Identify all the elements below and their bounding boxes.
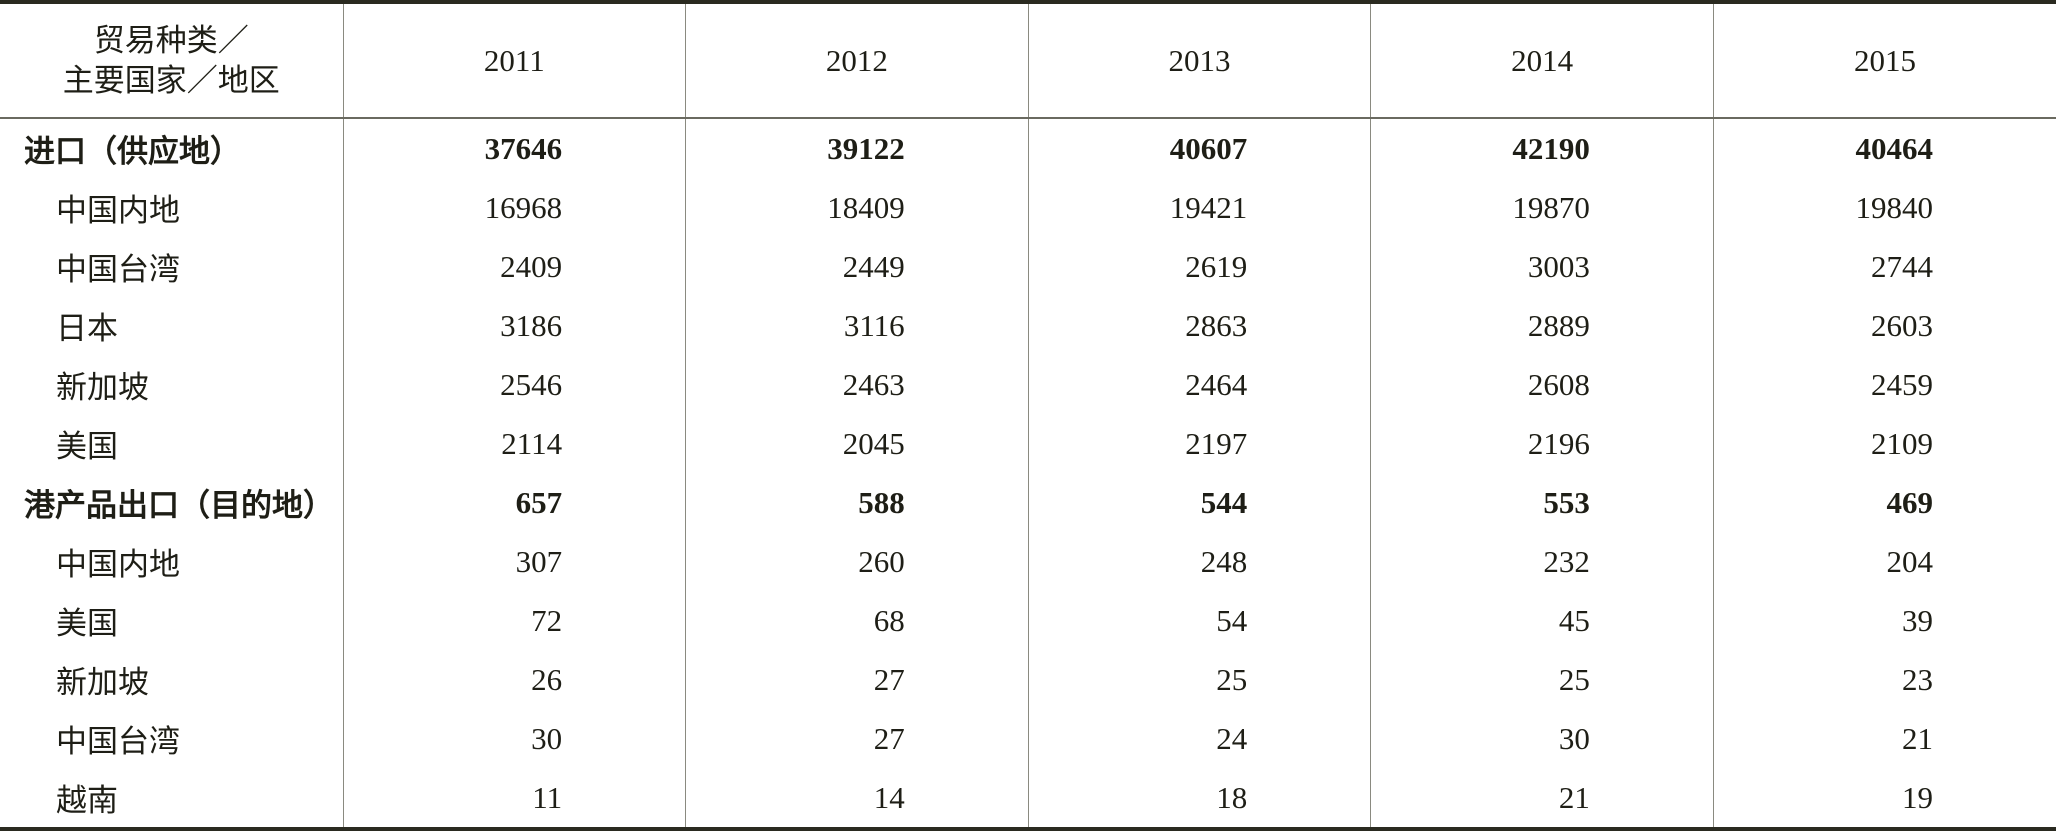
header-row: 贸易种类／ 主要国家／地区 2011 2012 2013 2014 2015: [0, 2, 2056, 119]
row-label: 中国内地: [56, 193, 180, 228]
value-cell: 544: [1027, 473, 1371, 532]
value-cell: 2603: [1712, 296, 2056, 355]
value-cell: 45: [1370, 591, 1714, 650]
value-cell: 2744: [1712, 237, 2056, 296]
table-header: 贸易种类／ 主要国家／地区 2011 2012 2013 2014 2015: [0, 2, 2056, 119]
year-header: 2011: [342, 2, 686, 119]
value-cell: 232: [1370, 532, 1714, 591]
value-cell: 2409: [342, 237, 686, 296]
value-cell: 25: [1027, 650, 1371, 709]
row-label: 进口（供应地）: [24, 134, 241, 169]
value-cell: 72: [342, 591, 686, 650]
value-cell: 204: [1712, 532, 2056, 591]
value-cell: 40464: [1712, 118, 2056, 178]
value-cell: 19: [1712, 768, 2056, 829]
item-row: 中国内地 16968 18409 19421 19870 19840: [0, 178, 2056, 237]
value-cell: 14: [685, 768, 1029, 829]
value-cell: 26: [342, 650, 686, 709]
row-label: 中国台湾: [56, 252, 180, 287]
value-cell: 24: [1027, 709, 1371, 768]
value-cell: 3186: [342, 296, 686, 355]
value-cell: 54: [1027, 591, 1371, 650]
value-cell: 2449: [685, 237, 1029, 296]
value-cell: 21: [1712, 709, 2056, 768]
value-cell: 2109: [1712, 414, 2056, 473]
value-cell: 30: [1370, 709, 1714, 768]
value-cell: 2464: [1027, 355, 1371, 414]
value-cell: 39: [1712, 591, 2056, 650]
value-cell: 19421: [1027, 178, 1371, 237]
year-header: 2014: [1370, 2, 1714, 119]
value-cell: 2608: [1370, 355, 1714, 414]
item-row: 中国内地 307 260 248 232 204: [0, 532, 2056, 591]
group-row: 港产品出口（目的地） 657 588 544 553 469: [0, 473, 2056, 532]
value-cell: 260: [685, 532, 1029, 591]
value-cell: 21: [1370, 768, 1714, 829]
value-cell: 23: [1712, 650, 2056, 709]
value-cell: 37646: [342, 118, 686, 178]
value-cell: 25: [1370, 650, 1714, 709]
value-cell: 19840: [1712, 178, 2056, 237]
value-cell: 2114: [342, 414, 686, 473]
item-row: 中国台湾 30 27 24 30 21: [0, 709, 2056, 768]
corner-header: 贸易种类／ 主要国家／地区: [0, 2, 343, 119]
value-cell: 469: [1712, 473, 2056, 532]
value-cell: 3116: [685, 296, 1029, 355]
value-cell: 2863: [1027, 296, 1371, 355]
value-cell: 2196: [1370, 414, 1714, 473]
value-cell: 588: [685, 473, 1029, 532]
value-cell: 16968: [342, 178, 686, 237]
item-row: 新加坡 2546 2463 2464 2608 2459: [0, 355, 2056, 414]
item-row: 中国台湾 2409 2449 2619 3003 2744: [0, 237, 2056, 296]
row-label: 中国内地: [56, 547, 180, 582]
corner-line: 贸易种类／: [93, 22, 249, 58]
item-row: 越南 11 14 18 21 19: [0, 768, 2056, 829]
value-cell: 68: [685, 591, 1029, 650]
item-row: 美国 2114 2045 2197 2196 2109: [0, 414, 2056, 473]
value-cell: 27: [685, 650, 1029, 709]
value-cell: 18409: [685, 178, 1029, 237]
row-label: 日本: [56, 311, 118, 346]
item-row: 日本 3186 3116 2863 2889 2603: [0, 296, 2056, 355]
year-header: 2013: [1027, 2, 1371, 119]
value-cell: 2045: [685, 414, 1029, 473]
row-label: 中国台湾: [56, 724, 180, 759]
item-row: 新加坡 26 27 25 25 23: [0, 650, 2056, 709]
value-cell: 11: [342, 768, 686, 829]
row-label: 新加坡: [56, 665, 149, 700]
value-cell: 19870: [1370, 178, 1714, 237]
value-cell: 2889: [1370, 296, 1714, 355]
year-header: 2015: [1712, 2, 2056, 119]
value-cell: 2197: [1027, 414, 1371, 473]
value-cell: 18: [1027, 768, 1371, 829]
value-cell: 307: [342, 532, 686, 591]
value-cell: 553: [1370, 473, 1714, 532]
value-cell: 2546: [342, 355, 686, 414]
value-cell: 27: [685, 709, 1029, 768]
value-cell: 39122: [685, 118, 1029, 178]
row-label: 美国: [56, 429, 118, 464]
value-cell: 42190: [1370, 118, 1714, 178]
value-cell: 40607: [1027, 118, 1371, 178]
table-body: 进口（供应地） 37646 39122 40607 42190 40464 中国内地 1696…: [0, 118, 2056, 829]
value-cell: 3003: [1370, 237, 1714, 296]
row-label: 港产品出口（目的地）: [24, 488, 334, 523]
row-label: 越南: [56, 783, 118, 818]
value-cell: 2619: [1027, 237, 1371, 296]
row-label: 新加坡: [56, 370, 149, 405]
year-header: 2012: [685, 2, 1029, 119]
value-cell: 2459: [1712, 355, 2056, 414]
corner-line: 主要国家／地区: [62, 62, 280, 98]
item-row: 美国 72 68 54 45 39: [0, 591, 2056, 650]
value-cell: 2463: [685, 355, 1029, 414]
group-row: 进口（供应地） 37646 39122 40607 42190 40464: [0, 118, 2056, 178]
row-label: 美国: [56, 606, 118, 641]
value-cell: 30: [342, 709, 686, 768]
value-cell: 248: [1027, 532, 1371, 591]
value-cell: 657: [342, 473, 686, 532]
